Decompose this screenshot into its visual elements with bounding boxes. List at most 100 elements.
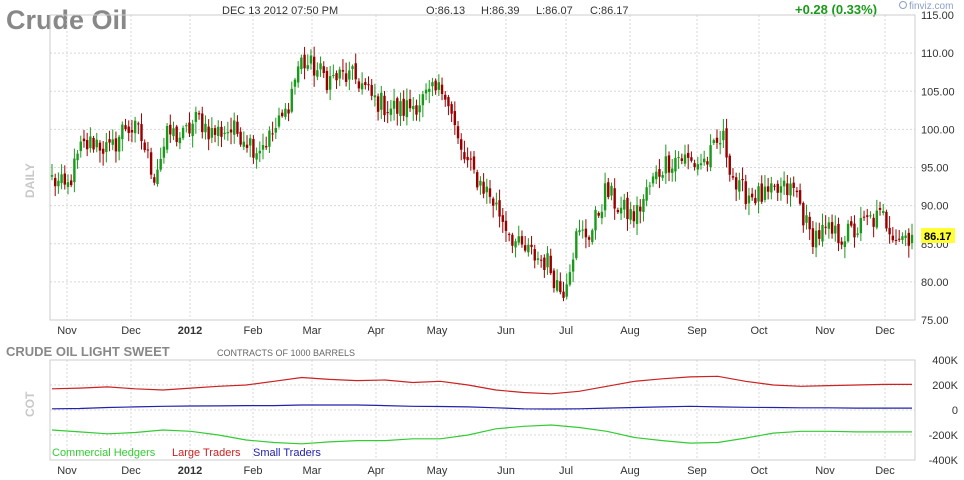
candle-body: [287, 109, 290, 114]
candle-body: [594, 209, 597, 231]
candle-body: [85, 139, 89, 150]
time-tick-label: 2012: [178, 325, 202, 337]
cot-axis: 400K 200K 0 -200K -400K: [929, 355, 959, 467]
candle-body: [712, 140, 715, 144]
candle-body: [469, 158, 473, 160]
cot-subtitle: CONTRACTS OF 1000 BARRELS: [217, 348, 355, 358]
time-tick-label: Aug: [620, 325, 640, 337]
candle-body: [782, 180, 786, 187]
candle-body: [898, 238, 901, 240]
candle-body: [127, 126, 130, 133]
candle-body: [226, 132, 230, 134]
candle-body: [434, 80, 437, 91]
candle-body: [549, 255, 552, 274]
cot-time-axis: Nov Dec 2012 Feb Mar Apr May Jun Jul Aug Sep Oct Nov…: [57, 465, 895, 477]
candle-body: [536, 258, 540, 260]
candle-body: [623, 199, 626, 210]
candle-body: [856, 233, 859, 235]
price-grid: [50, 14, 915, 321]
candle-body: [159, 158, 162, 170]
last-price-marker: [921, 228, 955, 243]
candle-body: [424, 89, 428, 94]
candle-body: [546, 253, 549, 268]
candle-body: [418, 105, 421, 113]
legend-commercial-hedgers: Commercial Hedgers: [52, 447, 156, 459]
finviz-logo-icon[interactable]: finviz.com: [899, 1, 954, 12]
time-tick-label: Jun: [497, 325, 515, 337]
cot-line-commercial-hedgers: [51, 424, 912, 445]
candle-body: [693, 163, 696, 168]
candle-body: [731, 176, 735, 178]
candle-body: [236, 121, 239, 134]
candle-body: [495, 202, 498, 205]
candle-body: [872, 217, 875, 227]
candle-body: [830, 222, 834, 234]
candle-body: [376, 96, 380, 112]
candle-body: [543, 257, 546, 270]
candle-body: [309, 55, 313, 64]
candle-body: [165, 126, 169, 150]
candle-body: [635, 205, 639, 224]
cot-time-tick-label: Dec: [121, 465, 141, 477]
candle-body: [498, 200, 501, 217]
candle-body: [53, 177, 57, 187]
candle-body: [239, 131, 242, 145]
candle-body: [450, 104, 453, 114]
candle-body: [718, 143, 722, 145]
candle-body: [581, 229, 584, 231]
candle-body: [162, 146, 166, 158]
candle-body: [149, 152, 153, 175]
cot-panel: CRUDE OIL LIGHT SWEET CONTRACTS OF 1000 …: [6, 344, 959, 477]
candle-body: [699, 163, 703, 166]
candle-body: [875, 210, 879, 228]
price-tick-label: 95.00: [921, 163, 949, 175]
candlestick-series: [50, 46, 914, 302]
price-tick-label: 110.00: [921, 48, 954, 60]
time-tick-label: Mar: [303, 325, 322, 337]
candle-body: [818, 230, 821, 239]
candle-body: [380, 92, 383, 110]
candle-body: [520, 236, 524, 245]
candle-body: [140, 124, 143, 142]
legend-large-traders: Large Traders: [172, 447, 241, 459]
candle-body: [197, 113, 201, 115]
candle-body: [808, 216, 811, 230]
candle-body: [507, 233, 511, 235]
candle-body: [316, 70, 319, 77]
candle-body: [885, 211, 888, 229]
candle-body: [57, 180, 60, 187]
candle-body: [360, 83, 364, 90]
candle-body: [73, 158, 76, 183]
candle-body: [412, 106, 415, 110]
candle-body: [181, 127, 185, 139]
candle-body: [706, 161, 709, 165]
candle-body: [680, 158, 684, 161]
candle-body: [274, 127, 277, 133]
candle-body: [367, 84, 370, 86]
candle-body: [456, 126, 460, 139]
candle-body: [741, 179, 744, 181]
candle-body: [728, 155, 731, 175]
cot-time-tick-label: Sep: [687, 465, 707, 477]
candle-body: [501, 215, 504, 222]
candle-body: [485, 186, 488, 193]
cot-side-label: COT: [23, 391, 37, 417]
candle-body: [824, 226, 827, 228]
candle-body: [661, 175, 664, 178]
candle-body: [894, 239, 898, 241]
candle-body: [514, 241, 517, 248]
close-value: C:86.17: [590, 5, 629, 17]
candle-body: [156, 169, 159, 185]
candle-body: [95, 139, 98, 148]
candle-body: [210, 128, 214, 138]
candle-body: [111, 139, 114, 145]
candle-body: [882, 211, 885, 213]
candle-body: [101, 148, 105, 154]
candle-body: [223, 132, 226, 134]
candle-body: [108, 139, 111, 143]
candle-body: [92, 137, 95, 150]
candle-body: [709, 145, 712, 168]
candle-body: [268, 130, 271, 147]
time-tick-label: Apr: [367, 325, 384, 337]
